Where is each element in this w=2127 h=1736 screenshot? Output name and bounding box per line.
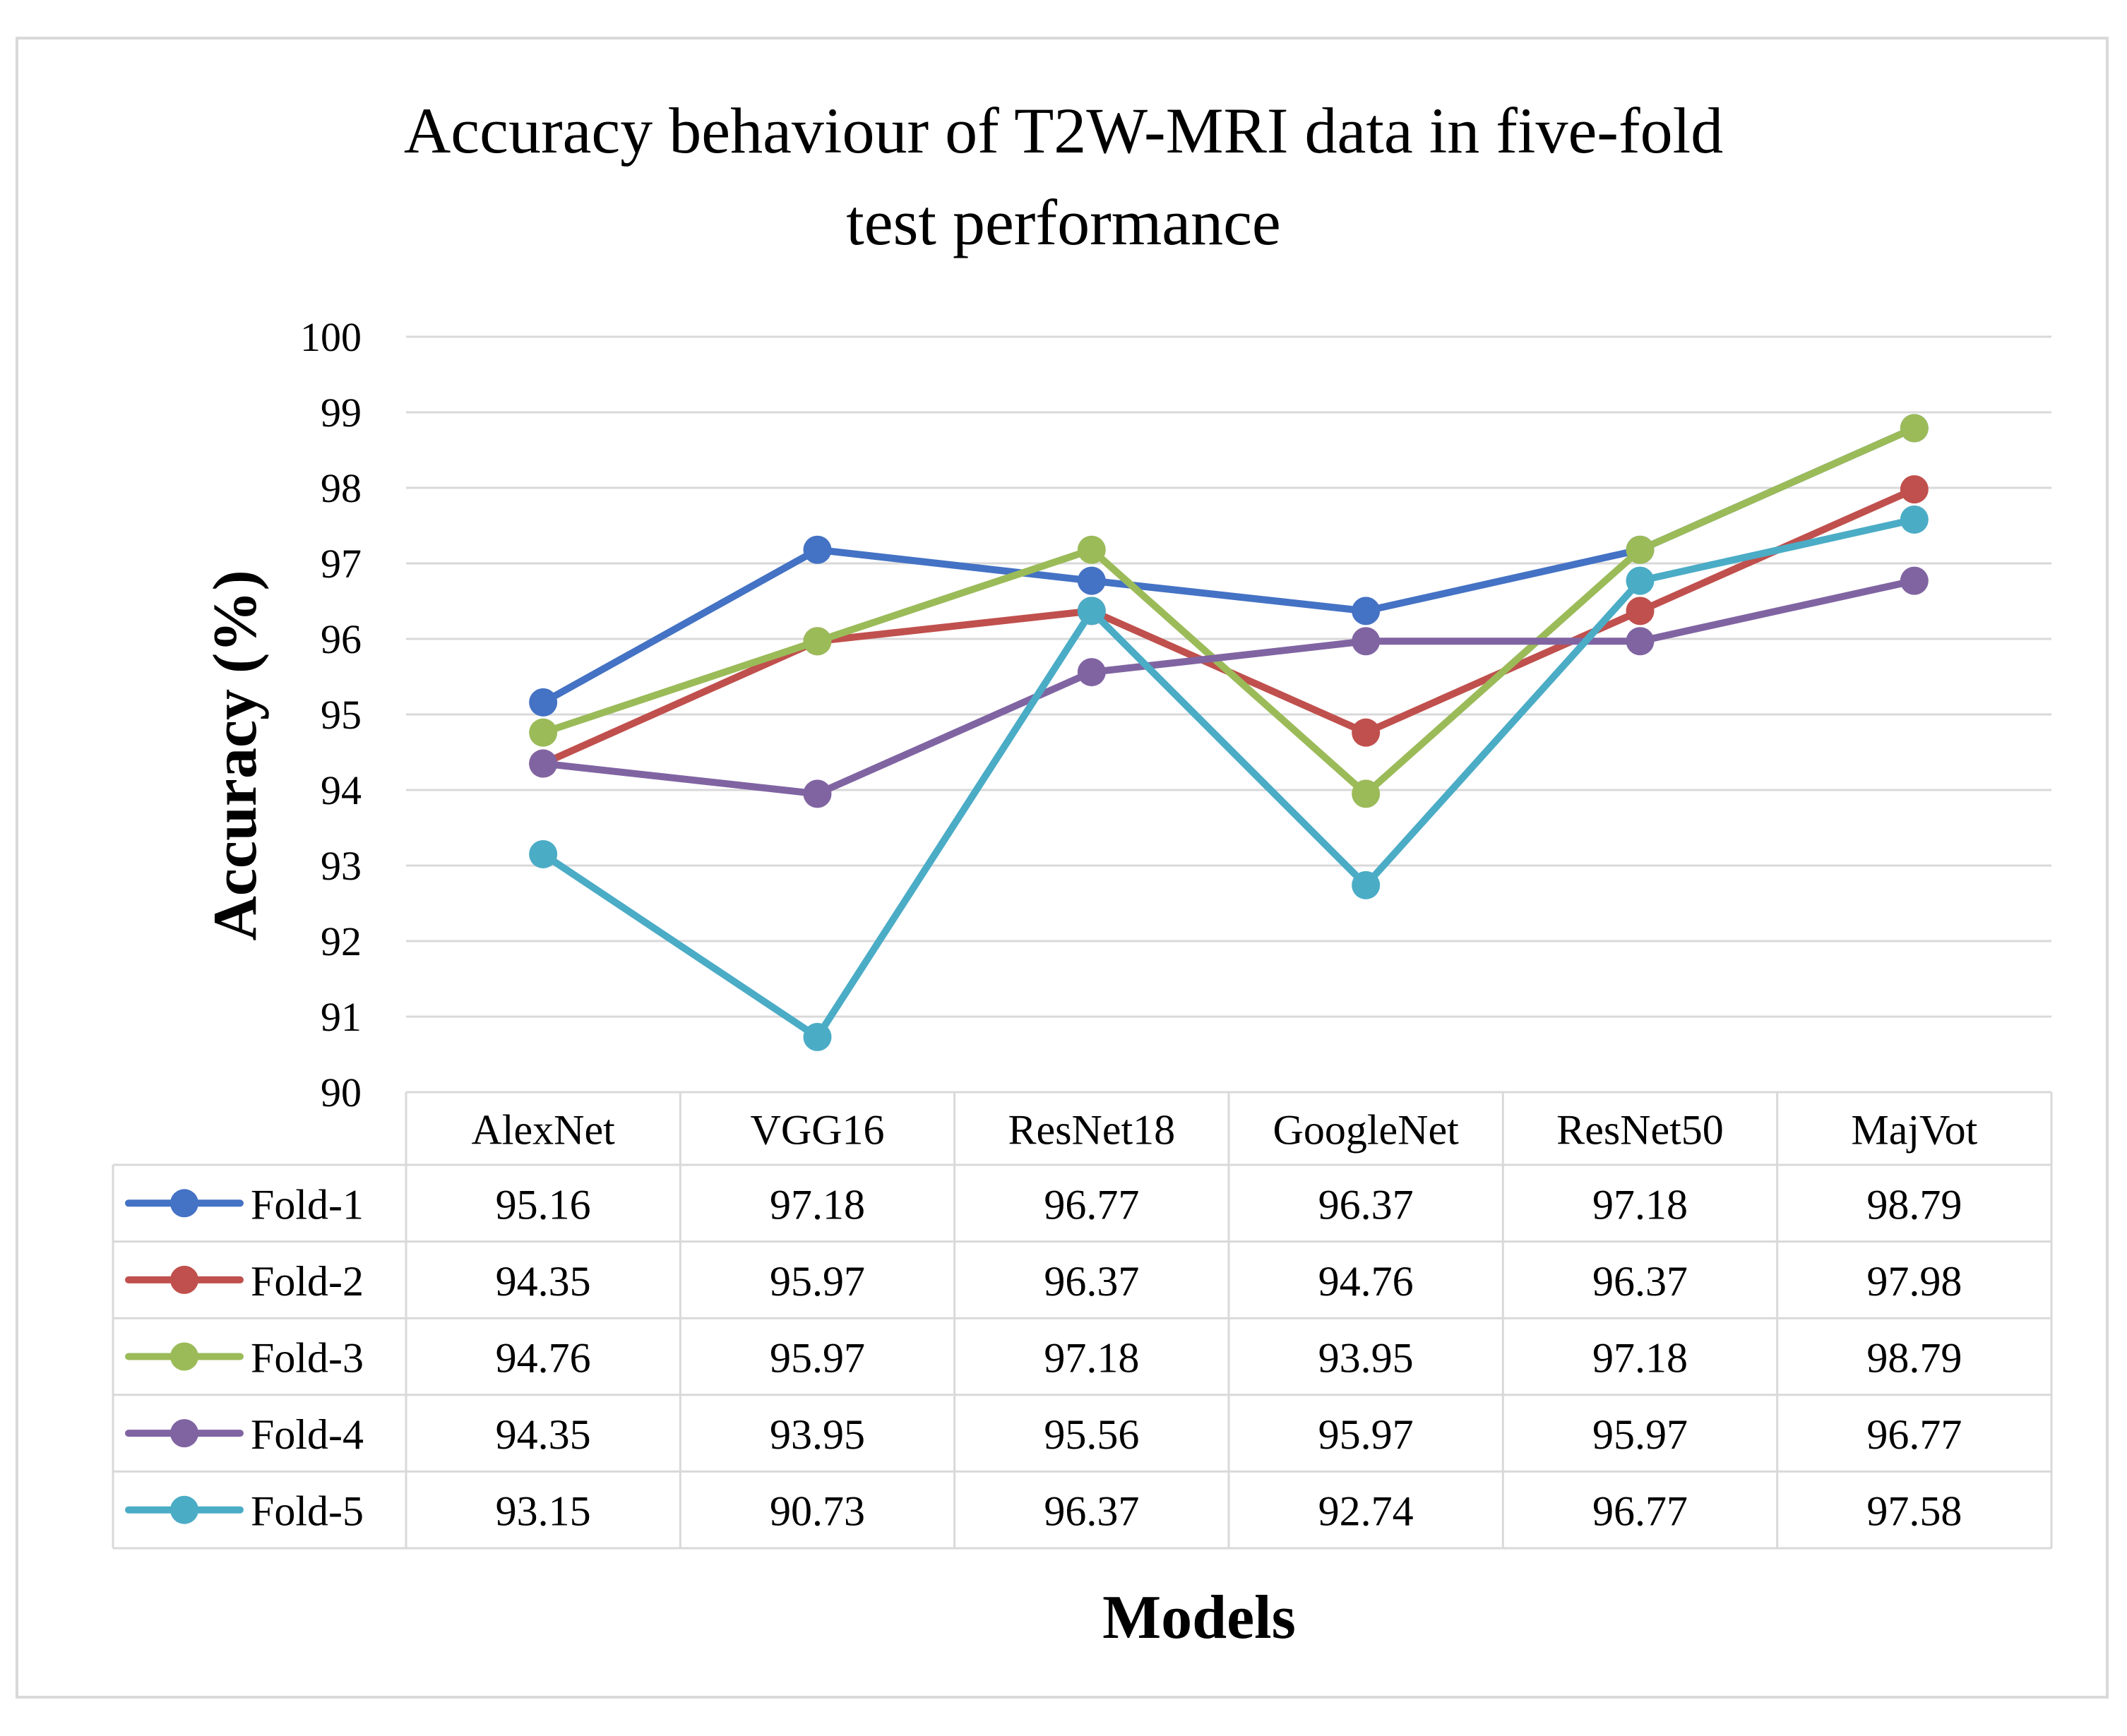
data-label: 92.74	[1318, 1488, 1414, 1535]
data-point	[1626, 627, 1655, 655]
y-tick-label: 96	[321, 616, 362, 662]
data-label: 97.18	[770, 1181, 865, 1228]
data-label: 93.95	[770, 1411, 865, 1458]
data-label: 96.77	[1592, 1488, 1688, 1535]
data-label: 94.35	[496, 1258, 591, 1305]
data-label: 95.97	[770, 1335, 865, 1382]
y-tick-label: 94	[321, 767, 362, 813]
data-point	[1900, 567, 1929, 595]
data-label: 95.56	[1044, 1411, 1139, 1458]
data-label: 93.15	[496, 1488, 591, 1535]
legend-key-marker	[170, 1266, 198, 1294]
data-point	[529, 750, 557, 778]
data-label: 90.73	[770, 1488, 865, 1535]
data-point	[804, 779, 832, 808]
legend-label: Fold-5	[251, 1488, 364, 1535]
legend-label: Fold-4	[251, 1411, 364, 1458]
data-point	[1352, 627, 1380, 655]
data-point	[1900, 505, 1929, 534]
chart-title-line-1: Accuracy behaviour of T2W-MRI data in fi…	[404, 95, 1723, 167]
data-point	[804, 627, 832, 655]
y-tick-label: 95	[321, 692, 362, 738]
data-point	[529, 688, 557, 717]
data-label: 96.37	[1044, 1488, 1139, 1535]
legend-key-marker	[170, 1343, 198, 1371]
data-point	[1900, 414, 1929, 442]
legend-label: Fold-2	[251, 1258, 364, 1305]
data-point	[1626, 597, 1655, 625]
data-point	[1078, 536, 1106, 564]
data-label: 96.77	[1044, 1181, 1139, 1228]
chart-background	[0, 0, 2127, 1736]
data-point	[1352, 871, 1380, 899]
legend-key-marker	[170, 1189, 198, 1217]
x-category-label: AlexNet	[472, 1107, 616, 1154]
chart-title-line-2: test performance	[846, 186, 1281, 258]
data-label: 94.35	[496, 1411, 591, 1458]
data-point	[1352, 719, 1380, 747]
data-label: 93.95	[1318, 1335, 1414, 1382]
y-tick-label: 93	[321, 843, 362, 889]
x-category-label: ResNet18	[1008, 1107, 1176, 1154]
data-label: 94.76	[496, 1335, 591, 1382]
data-label: 95.97	[1592, 1411, 1688, 1458]
data-point	[1078, 658, 1106, 686]
data-label: 97.18	[1592, 1335, 1688, 1382]
x-category-label: MajVot	[1851, 1107, 1977, 1154]
legend-key-marker	[170, 1496, 198, 1524]
data-label: 95.16	[496, 1181, 591, 1228]
data-label: 98.79	[1866, 1181, 1962, 1228]
y-tick-label: 99	[321, 390, 362, 436]
accuracy-line-chart: Accuracy behaviour of T2W-MRI data in fi…	[0, 0, 2127, 1736]
data-point	[529, 840, 557, 868]
data-label: 96.77	[1866, 1411, 1962, 1458]
y-tick-label: 91	[321, 994, 362, 1040]
data-label: 96.37	[1318, 1181, 1414, 1228]
x-category-label: ResNet50	[1556, 1107, 1724, 1154]
data-label: 97.58	[1866, 1488, 1962, 1535]
y-tick-label: 98	[321, 465, 362, 511]
data-label: 95.97	[1318, 1411, 1414, 1458]
data-label: 97.98	[1866, 1258, 1962, 1305]
y-tick-label: 100	[300, 314, 362, 360]
data-point	[804, 1023, 832, 1051]
data-label: 97.18	[1592, 1181, 1688, 1228]
data-label: 96.37	[1044, 1258, 1139, 1305]
legend-label: Fold-3	[251, 1335, 364, 1382]
legend-key-marker	[170, 1419, 198, 1447]
data-label: 94.76	[1318, 1258, 1414, 1305]
data-point	[1078, 597, 1106, 625]
data-point	[1352, 597, 1380, 625]
data-point	[804, 536, 832, 564]
y-axis-label: Accuracy (%)	[201, 570, 270, 940]
data-point	[1352, 779, 1380, 808]
data-point	[1900, 475, 1929, 503]
y-tick-label: 90	[321, 1070, 362, 1115]
data-label: 97.18	[1044, 1335, 1139, 1382]
data-label: 96.37	[1592, 1258, 1688, 1305]
x-axis-label: Models	[1102, 1584, 1296, 1652]
data-label: 95.97	[770, 1258, 865, 1305]
data-label: 98.79	[1866, 1335, 1962, 1382]
data-point	[1078, 567, 1106, 595]
data-point	[1626, 567, 1655, 595]
x-category-label: VGG16	[751, 1107, 885, 1154]
data-point	[1626, 536, 1655, 564]
y-tick-label: 92	[321, 918, 362, 964]
data-point	[529, 719, 557, 747]
legend-label: Fold-1	[251, 1181, 364, 1228]
y-tick-label: 97	[321, 541, 362, 587]
x-category-label: GoogleNet	[1273, 1107, 1460, 1154]
